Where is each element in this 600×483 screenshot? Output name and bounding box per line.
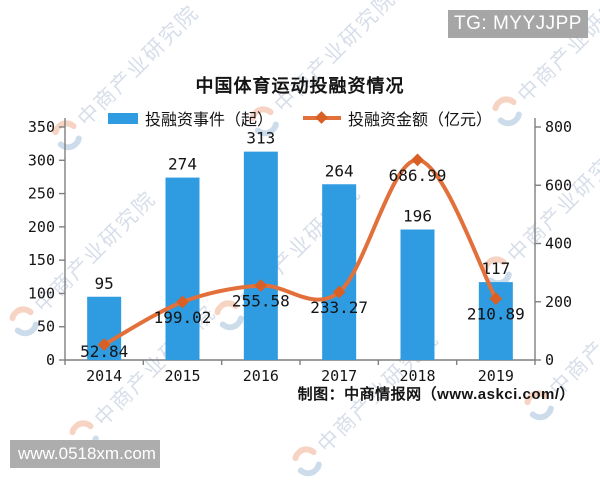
x-axis-label-2014: 2014 (86, 367, 122, 385)
legend-item-events: 投融资事件（起） (107, 106, 273, 130)
chart-credit: 制图：中商情报网（www.askci.com/） (297, 386, 575, 403)
bar-label-2016: 313 (246, 129, 275, 148)
line-point-2019 (489, 292, 503, 305)
bar-label-2018: 196 (403, 207, 432, 226)
right-axis-tick-label: 0 (545, 351, 554, 369)
line-point-2018 (411, 153, 424, 167)
line-point-2016 (254, 279, 268, 292)
line-label-2019: 210.89 (467, 305, 525, 324)
line-series-swatch-icon (303, 111, 341, 124)
line-label-2014: 52.84 (80, 342, 128, 361)
x-axis-label-2015: 2015 (164, 367, 200, 385)
bar-label-2019: 117 (481, 259, 510, 278)
line-label-2017: 233.27 (310, 298, 368, 317)
bar-label-2015: 274 (168, 155, 197, 174)
bar-series-swatch-icon (107, 112, 138, 124)
left-axis-tick-label: 250 (28, 185, 55, 203)
left-axis-tick-label: 200 (28, 218, 55, 236)
left-axis-tick-label: 50 (37, 318, 55, 336)
left-axis-tick-label: 350 (28, 118, 55, 136)
bar-label-2014: 95 (95, 274, 114, 293)
line-point-2015 (176, 295, 189, 309)
chart-title: 中国体育运动投融资情况 (195, 76, 405, 96)
line-point-2017 (332, 285, 346, 299)
diamond-marker-icon (315, 111, 328, 124)
right-axis-tick-label: 800 (545, 118, 572, 136)
line-label-2018: 686.99 (389, 166, 447, 185)
x-axis-label-2017: 2017 (321, 367, 357, 385)
tg-watermark-badge: TG: MYYJJPP (448, 10, 588, 38)
line-point-2014 (97, 338, 111, 351)
bar-label-2017: 264 (325, 161, 354, 180)
site-watermark-badge: www.0518xm.com (10, 440, 160, 468)
chart-legend: 投融资事件（起） 投融资金额（亿元） (0, 106, 600, 130)
legend-label-amount: 投融资金额（亿元） (348, 112, 493, 129)
bar-2018 (400, 229, 435, 360)
right-axis-tick-label: 400 (545, 235, 572, 253)
legend-item-amount: 投融资金额（亿元） (303, 106, 492, 130)
bar-2016 (243, 151, 278, 360)
x-axis-label-2018: 2018 (399, 367, 435, 385)
x-axis-label-2016: 2016 (243, 367, 279, 385)
line-label-2015: 199.02 (154, 308, 212, 327)
bar-2015 (165, 177, 200, 360)
left-axis-tick-label: 300 (28, 151, 55, 169)
legend-label-events: 投融资事件（起） (144, 112, 273, 129)
left-axis-tick-label: 100 (28, 284, 55, 302)
line-label-2016: 255.58 (232, 292, 290, 311)
left-axis-tick-label: 0 (46, 351, 55, 369)
left-axis-tick-label: 150 (28, 251, 55, 269)
bar-2017 (322, 184, 357, 360)
right-axis-tick-label: 200 (545, 293, 572, 311)
right-axis-tick-label: 600 (545, 176, 572, 194)
x-axis-label-2019: 2019 (478, 367, 514, 385)
